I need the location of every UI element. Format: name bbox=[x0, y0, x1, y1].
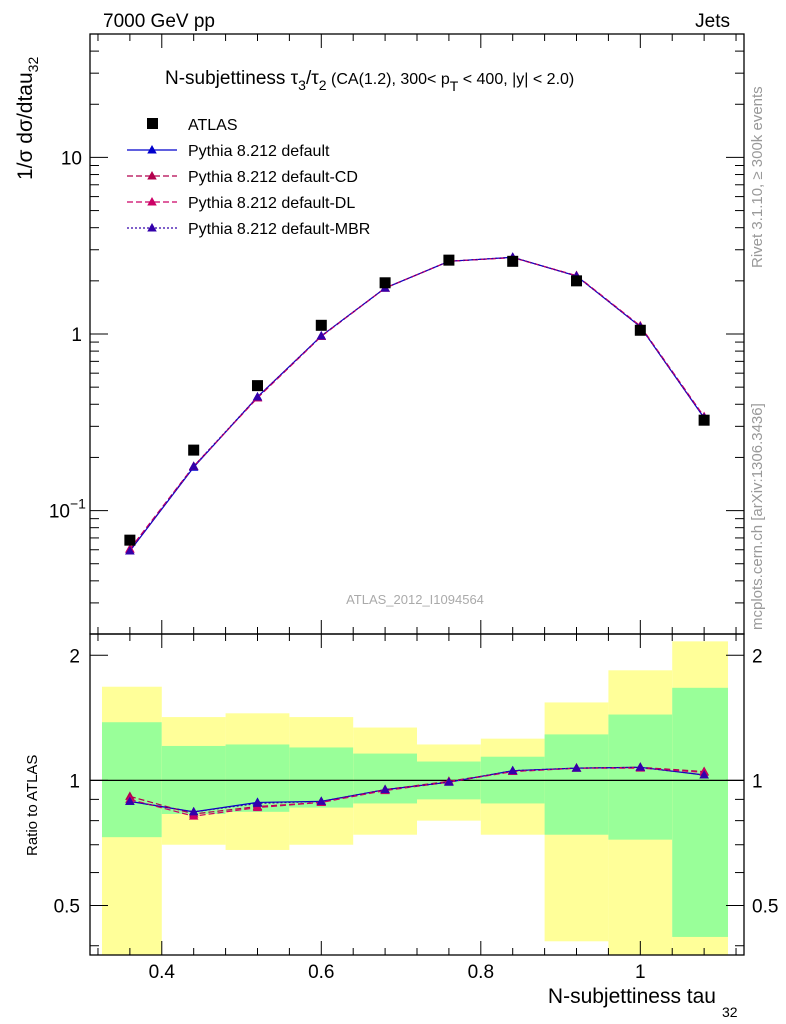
y-tick-exponent: −1 bbox=[70, 496, 86, 512]
ratio-band-inner bbox=[102, 722, 162, 838]
data-point bbox=[188, 444, 200, 456]
data-point bbox=[124, 534, 136, 546]
ratio-uncertainty-bands bbox=[102, 641, 728, 955]
ratio-tick-label-left: 0.5 bbox=[54, 896, 80, 917]
ratio-band-inner bbox=[544, 734, 609, 835]
mcplots-label: mcplots.cern.ch [arXiv:1306.3436] bbox=[749, 403, 766, 630]
ratio-marker-3 bbox=[699, 770, 709, 779]
series-line-1 bbox=[129, 256, 705, 550]
x-axis-label-subscript: 32 bbox=[722, 1004, 738, 1020]
plot-title: N-subjettiness τ3/τ2 (CA(1.2), 300< pT <… bbox=[165, 68, 574, 94]
legend-label-2: Pythia 8.212 default-DL bbox=[188, 195, 355, 212]
legend: ATLAS Pythia 8.212 default Pythia 8.212 de… bbox=[127, 117, 370, 238]
main-plot-area bbox=[124, 252, 710, 555]
series-line-2 bbox=[129, 256, 705, 550]
ratio-marker-3 bbox=[444, 777, 454, 786]
ratio-tick-label-right: 1 bbox=[752, 771, 763, 792]
legend-label-data: ATLAS bbox=[188, 117, 238, 134]
data-point bbox=[379, 277, 391, 289]
ratio-tick-label-right: 2 bbox=[752, 646, 763, 667]
ratio-marker-3 bbox=[635, 762, 646, 771]
legend-marker-3 bbox=[147, 223, 157, 232]
ratio-marker-2 bbox=[188, 811, 199, 820]
data-point bbox=[571, 275, 583, 287]
header-energy: 7000 GeV pp bbox=[103, 11, 215, 32]
header-process: Jets bbox=[695, 11, 730, 32]
ratio-marker-3 bbox=[125, 796, 135, 805]
ratio-plot-area bbox=[90, 762, 744, 820]
series-marker-3 bbox=[188, 461, 199, 470]
y-tick-label: 10 bbox=[49, 502, 70, 523]
ratio-band-inner bbox=[353, 753, 417, 804]
ratio-marker-3 bbox=[507, 765, 518, 775]
ratio-axis-label: Ratio to ATLAS bbox=[24, 755, 41, 856]
ratio-tick-label-left: 2 bbox=[69, 646, 80, 667]
data-point bbox=[698, 414, 710, 426]
data-point bbox=[507, 255, 519, 267]
legend-label-0: Pythia 8.212 default bbox=[188, 143, 330, 160]
series-marker-3 bbox=[316, 330, 327, 340]
ratio-tick-label-left: 1 bbox=[69, 771, 80, 792]
ratio-marker-3 bbox=[571, 763, 582, 772]
legend-marker-1 bbox=[147, 171, 157, 180]
data-point bbox=[634, 324, 646, 336]
data-point bbox=[315, 319, 327, 331]
rivet-label: Rivet 3.1.10, ≥ 300k events bbox=[749, 86, 766, 268]
ratio-marker-3 bbox=[188, 806, 199, 816]
analysis-id: ATLAS_2012_I1094564 bbox=[346, 592, 484, 607]
ratio-marker-3 bbox=[252, 798, 263, 807]
ratio-band-inner bbox=[608, 714, 673, 840]
x-tick-label: 0.6 bbox=[308, 962, 334, 983]
series-marker-3 bbox=[252, 391, 263, 401]
y-axis-label: 1/σ dσ/dtau32 bbox=[14, 57, 41, 180]
legend-marker-data bbox=[147, 118, 158, 129]
legend-label-3: Pythia 8.212 default-MBR bbox=[188, 221, 370, 238]
series-line-0 bbox=[129, 256, 705, 552]
series-marker-3 bbox=[125, 546, 135, 555]
ratio-line-3 bbox=[129, 766, 705, 813]
x-axis-label: N-subjettiness tau bbox=[548, 985, 716, 1008]
legend-label-1: Pythia 8.212 default-CD bbox=[188, 169, 358, 186]
y-tick-label: 1 bbox=[71, 325, 82, 346]
legend-marker-2 bbox=[147, 197, 157, 206]
series-line-3 bbox=[129, 256, 705, 552]
data-point bbox=[251, 380, 263, 392]
data-point bbox=[443, 254, 455, 266]
legend-marker-0 bbox=[147, 145, 157, 154]
ratio-band-inner bbox=[672, 687, 728, 937]
ratio-marker-3 bbox=[316, 796, 327, 805]
x-tick-label: 0.8 bbox=[468, 962, 494, 983]
ratio-marker-3 bbox=[380, 784, 390, 794]
x-tick-label: 1 bbox=[635, 962, 646, 983]
ratio-tick-label-right: 0.5 bbox=[752, 896, 778, 917]
x-tick-label: 0.4 bbox=[149, 962, 176, 983]
y-tick-label: 10 bbox=[61, 148, 82, 169]
